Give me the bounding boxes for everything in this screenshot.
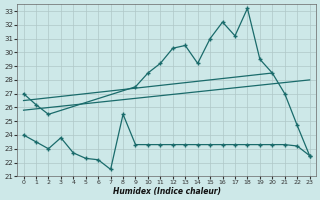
X-axis label: Humidex (Indice chaleur): Humidex (Indice chaleur) bbox=[113, 187, 220, 196]
